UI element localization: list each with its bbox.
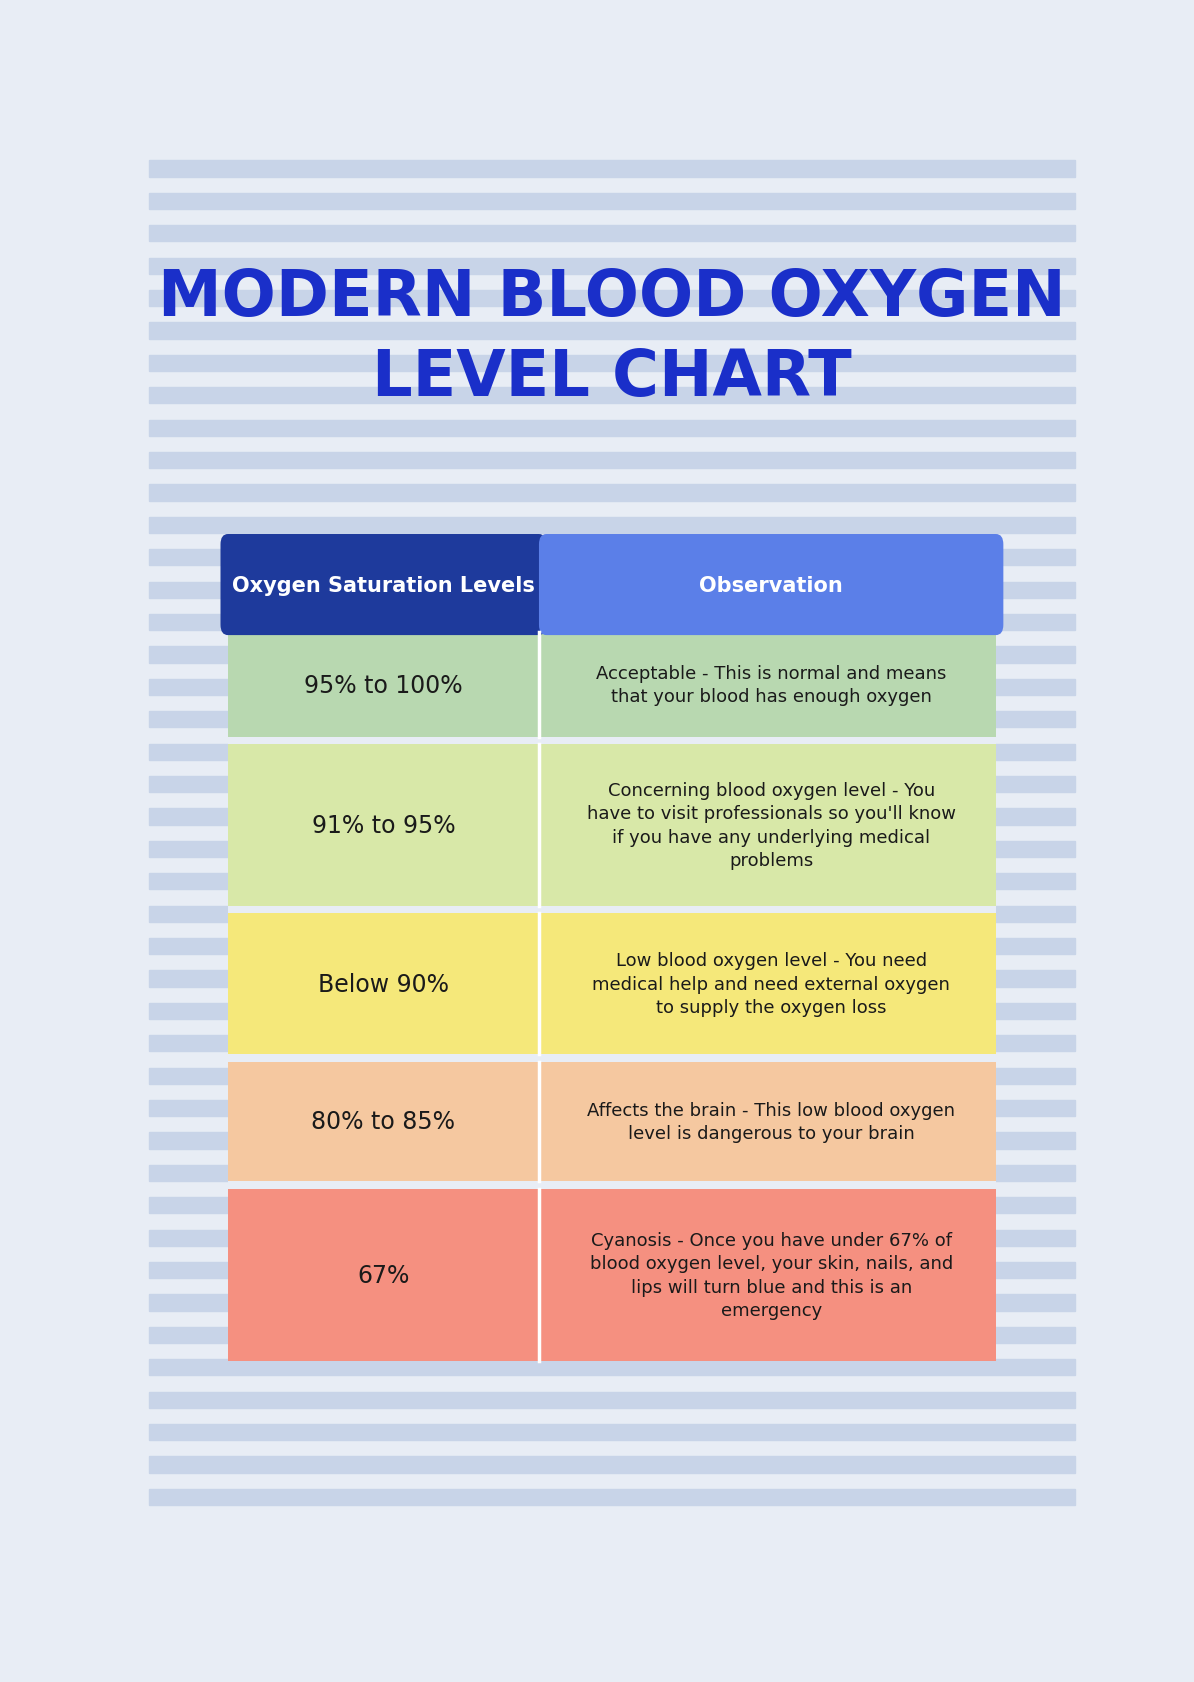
Bar	[228, 1061, 996, 1182]
Bar	[149, 711, 1075, 728]
Bar	[149, 323, 1075, 340]
Bar	[149, 1327, 1075, 1344]
Bar	[149, 1262, 1075, 1278]
Bar	[149, 971, 1075, 987]
Bar	[228, 913, 996, 1055]
Bar	[149, 1230, 1075, 1246]
Text: Acceptable - This is normal and means
that your blood has enough oxygen: Acceptable - This is normal and means th…	[596, 664, 947, 706]
Bar	[149, 452, 1075, 469]
Text: 91% to 95%: 91% to 95%	[312, 814, 455, 838]
Bar	[149, 518, 1075, 533]
Text: Below 90%: Below 90%	[318, 972, 449, 996]
Bar	[149, 1359, 1075, 1376]
Bar	[149, 1100, 1075, 1117]
Bar	[149, 1457, 1075, 1473]
Bar	[149, 1489, 1075, 1505]
Bar	[228, 1189, 996, 1361]
Bar	[149, 193, 1075, 210]
Bar	[149, 420, 1075, 437]
Text: 80% to 85%: 80% to 85%	[312, 1110, 455, 1134]
Bar	[149, 614, 1075, 631]
Bar	[149, 259, 1075, 274]
Bar	[149, 1198, 1075, 1214]
Bar	[149, 743, 1075, 760]
Bar	[149, 550, 1075, 567]
Bar	[149, 1425, 1075, 1440]
Bar	[149, 777, 1075, 792]
Text: 67%: 67%	[357, 1263, 410, 1287]
Bar	[149, 291, 1075, 308]
Bar	[149, 809, 1075, 826]
Bar	[149, 873, 1075, 890]
Bar	[149, 355, 1075, 372]
Bar	[228, 632, 996, 737]
Bar	[149, 1295, 1075, 1310]
Text: MODERN BLOOD OXYGEN
LEVEL CHART: MODERN BLOOD OXYGEN LEVEL CHART	[158, 267, 1066, 409]
Bar	[149, 582, 1075, 599]
Text: Cyanosis - Once you have under 67% of
blood oxygen level, your skin, nails, and
: Cyanosis - Once you have under 67% of bl…	[590, 1231, 953, 1320]
Bar	[228, 745, 996, 907]
Bar	[149, 484, 1075, 501]
Text: Concerning blood oxygen level - You
have to visit professionals so you'll know
i: Concerning blood oxygen level - You have…	[586, 780, 955, 870]
Bar	[149, 939, 1075, 955]
Bar	[149, 841, 1075, 858]
FancyBboxPatch shape	[221, 535, 547, 636]
Bar	[149, 161, 1075, 178]
Bar	[149, 389, 1075, 404]
Bar	[228, 545, 996, 1361]
Bar	[149, 1002, 1075, 1019]
Bar	[149, 225, 1075, 242]
FancyBboxPatch shape	[538, 535, 1003, 636]
Text: Oxygen Saturation Levels: Oxygen Saturation Levels	[232, 575, 535, 595]
Bar	[149, 1132, 1075, 1149]
Text: 95% to 100%: 95% to 100%	[304, 673, 463, 696]
Bar	[149, 1166, 1075, 1181]
Bar	[149, 680, 1075, 696]
Bar	[149, 1391, 1075, 1408]
Bar	[149, 1036, 1075, 1051]
Text: Affects the brain - This low blood oxygen
level is dangerous to your brain: Affects the brain - This low blood oxyge…	[587, 1102, 955, 1142]
Text: Observation: Observation	[700, 575, 843, 595]
Text: Low blood oxygen level - You need
medical help and need external oxygen
to suppl: Low blood oxygen level - You need medica…	[592, 952, 950, 1016]
Bar	[149, 648, 1075, 663]
Bar	[149, 907, 1075, 922]
Bar	[149, 1068, 1075, 1085]
